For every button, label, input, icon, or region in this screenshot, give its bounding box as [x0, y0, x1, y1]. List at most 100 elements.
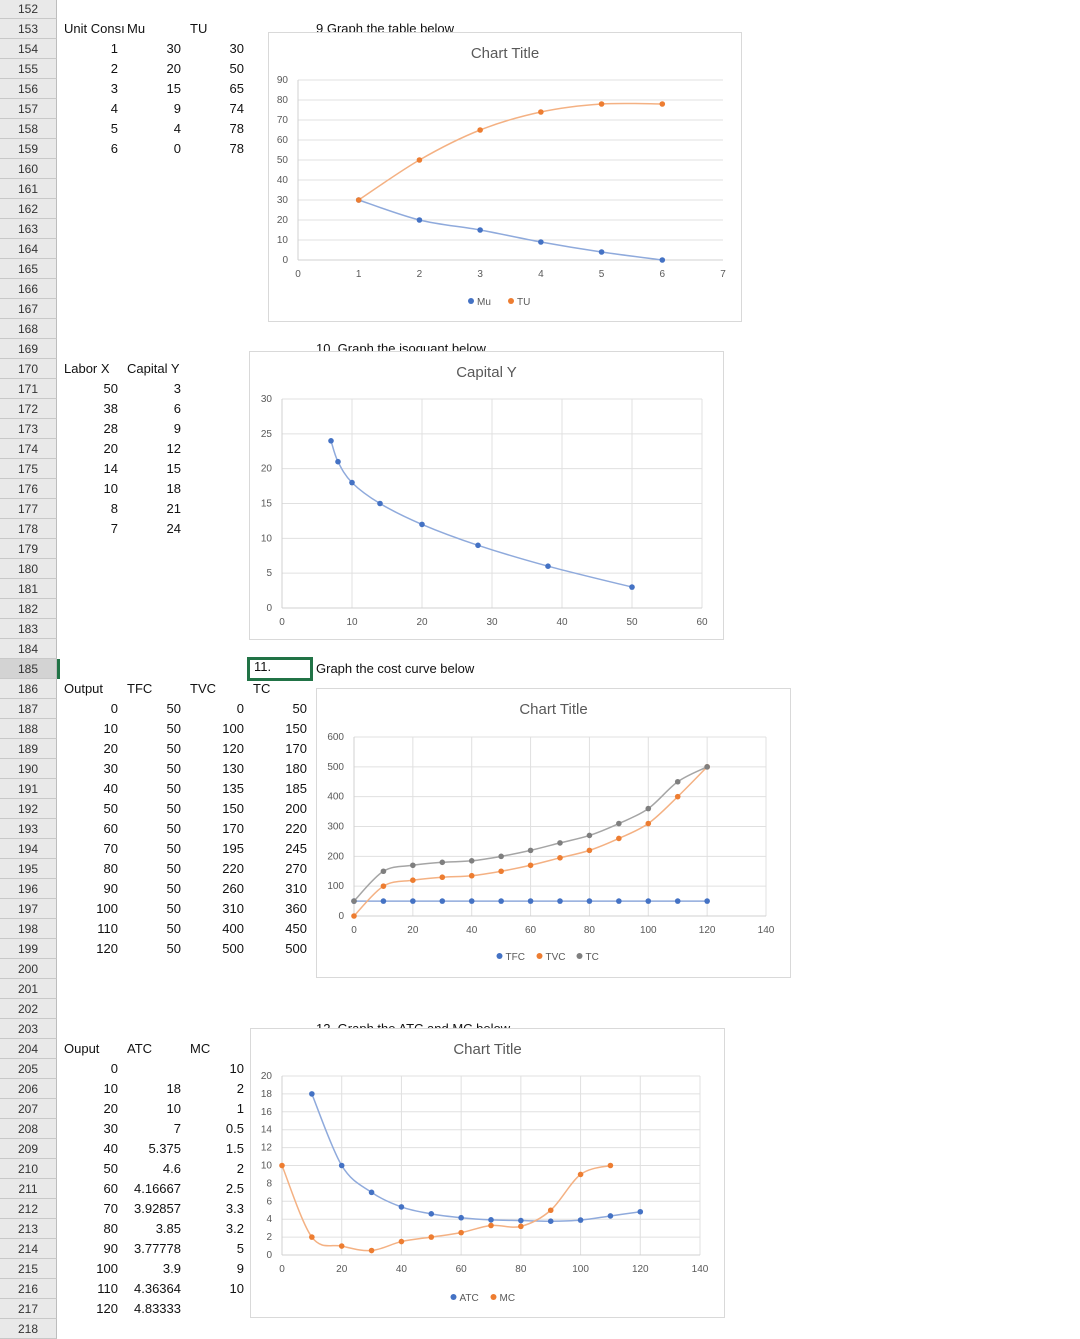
- data-point-mc[interactable]: [309, 1234, 315, 1240]
- cell-B176[interactable]: 18: [166, 481, 181, 496]
- data-point-series[interactable]: [377, 500, 383, 507]
- cell-C156[interactable]: 65: [229, 81, 244, 96]
- cell-D191[interactable]: 185: [285, 781, 307, 796]
- cell-B204[interactable]: ATC: [127, 1041, 153, 1056]
- cell-D199[interactable]: 500: [285, 941, 307, 956]
- cell-C205[interactable]: 10: [229, 1061, 244, 1076]
- cell-B157[interactable]: 9: [173, 101, 181, 116]
- cell-A177[interactable]: 8: [110, 501, 118, 516]
- cell-A154[interactable]: 1: [110, 41, 118, 56]
- row-header-192[interactable]: 192: [0, 799, 57, 819]
- row-header-157[interactable]: 157: [0, 99, 57, 119]
- data-point-tc[interactable]: [380, 868, 387, 875]
- cell-A171[interactable]: 50: [103, 381, 118, 396]
- row-header-179[interactable]: 179: [0, 539, 57, 559]
- row-header-210[interactable]: 210: [0, 1159, 57, 1179]
- data-point-tu[interactable]: [477, 127, 483, 133]
- data-point-tfc[interactable]: [557, 898, 563, 904]
- data-point-tfc[interactable]: [468, 898, 475, 904]
- cell-A193[interactable]: 60: [103, 821, 118, 836]
- cell-D198[interactable]: 450: [285, 921, 307, 936]
- cell-D188[interactable]: 150: [285, 721, 307, 736]
- cell-B159[interactable]: 0: [173, 141, 181, 156]
- row-header-213[interactable]: 213: [0, 1219, 57, 1239]
- data-point-mc[interactable]: [607, 1162, 614, 1169]
- data-point-mc[interactable]: [279, 1162, 285, 1169]
- row-header-182[interactable]: 182: [0, 599, 57, 619]
- cell-A195[interactable]: 80: [103, 861, 118, 876]
- cell-B190[interactable]: 50: [166, 761, 181, 776]
- data-point-tc[interactable]: [410, 862, 416, 869]
- data-point-atc[interactable]: [338, 1162, 345, 1169]
- cell-A156[interactable]: 3: [110, 81, 118, 96]
- data-point-atc[interactable]: [518, 1217, 524, 1224]
- cell-A174[interactable]: 20: [103, 441, 118, 456]
- row-header-196[interactable]: 196: [0, 879, 57, 899]
- cell-B207[interactable]: 10: [166, 1101, 181, 1116]
- cell-B158[interactable]: 4: [173, 121, 181, 136]
- row-header-163[interactable]: 163: [0, 219, 57, 239]
- cell-C216[interactable]: 10: [229, 1281, 244, 1296]
- data-point-mu[interactable]: [538, 239, 544, 245]
- row-header-158[interactable]: 158: [0, 119, 57, 139]
- data-point-tfc[interactable]: [704, 898, 710, 904]
- cell-B193[interactable]: 50: [166, 821, 181, 836]
- data-point-tc[interactable]: [586, 832, 593, 839]
- data-point-tc[interactable]: [351, 898, 357, 904]
- row-header-218[interactable]: 218: [0, 1319, 57, 1339]
- cell-A216[interactable]: 110: [97, 1281, 118, 1296]
- row-header-195[interactable]: 195: [0, 859, 57, 879]
- row-header-188[interactable]: 188: [0, 719, 57, 739]
- data-point-tvc[interactable]: [586, 847, 593, 854]
- row-header-168[interactable]: 168: [0, 319, 57, 339]
- data-point-tvc[interactable]: [351, 913, 357, 919]
- cell-B175[interactable]: 15: [166, 461, 181, 476]
- data-point-atc[interactable]: [637, 1208, 644, 1215]
- cell-D193[interactable]: 220: [285, 821, 307, 836]
- row-header-207[interactable]: 207: [0, 1099, 57, 1119]
- cell-C187[interactable]: 0: [236, 701, 244, 716]
- row-header-166[interactable]: 166: [0, 279, 57, 299]
- cell-B172[interactable]: 6: [173, 401, 181, 416]
- data-point-tfc[interactable]: [616, 898, 622, 904]
- cell-C191[interactable]: 135: [222, 781, 244, 796]
- data-point-mu[interactable]: [477, 227, 483, 233]
- row-header-172[interactable]: 172: [0, 399, 57, 419]
- row-header-169[interactable]: 169: [0, 339, 57, 359]
- data-point-tfc[interactable]: [439, 898, 446, 904]
- data-point-tc[interactable]: [439, 859, 446, 866]
- cell-C214[interactable]: 5: [236, 1241, 244, 1256]
- data-point-mc[interactable]: [547, 1207, 554, 1214]
- data-point-tfc[interactable]: [645, 898, 652, 904]
- data-point-tfc[interactable]: [410, 898, 416, 904]
- cell-B215[interactable]: 3.9: [162, 1261, 181, 1276]
- cell-C194[interactable]: 195: [222, 841, 244, 856]
- cell-D195[interactable]: 270: [285, 861, 307, 876]
- cell-C211[interactable]: 2.5: [225, 1181, 244, 1196]
- cell-D197[interactable]: 360: [285, 901, 307, 916]
- cell-B153[interactable]: Mu: [127, 21, 146, 36]
- cell-A209[interactable]: 40: [103, 1141, 118, 1156]
- row-header-156[interactable]: 156: [0, 79, 57, 99]
- data-point-tfc[interactable]: [527, 898, 534, 904]
- cell-D194[interactable]: 245: [285, 841, 307, 856]
- cell-B197[interactable]: 50: [166, 901, 181, 916]
- cell-C193[interactable]: 170: [222, 821, 244, 836]
- cell-C188[interactable]: 100: [222, 721, 244, 736]
- cell-A178[interactable]: 7: [110, 521, 118, 536]
- data-point-atc[interactable]: [458, 1214, 464, 1221]
- cell-B198[interactable]: 50: [166, 921, 181, 936]
- cell-A197[interactable]: 100: [96, 901, 118, 916]
- row-header-212[interactable]: 212: [0, 1199, 57, 1219]
- row-header-208[interactable]: 208: [0, 1119, 57, 1139]
- row-header-165[interactable]: 165: [0, 259, 57, 279]
- data-point-tfc[interactable]: [498, 898, 504, 904]
- data-point-atc[interactable]: [577, 1217, 584, 1223]
- row-header-177[interactable]: 177: [0, 499, 57, 519]
- data-point-mu[interactable]: [598, 249, 605, 255]
- data-point-tc[interactable]: [527, 847, 534, 854]
- row-header-155[interactable]: 155: [0, 59, 57, 79]
- data-point-tu[interactable]: [538, 109, 544, 115]
- cell-D189[interactable]: 170: [285, 741, 307, 756]
- cell-B211[interactable]: 4.16667: [134, 1181, 181, 1196]
